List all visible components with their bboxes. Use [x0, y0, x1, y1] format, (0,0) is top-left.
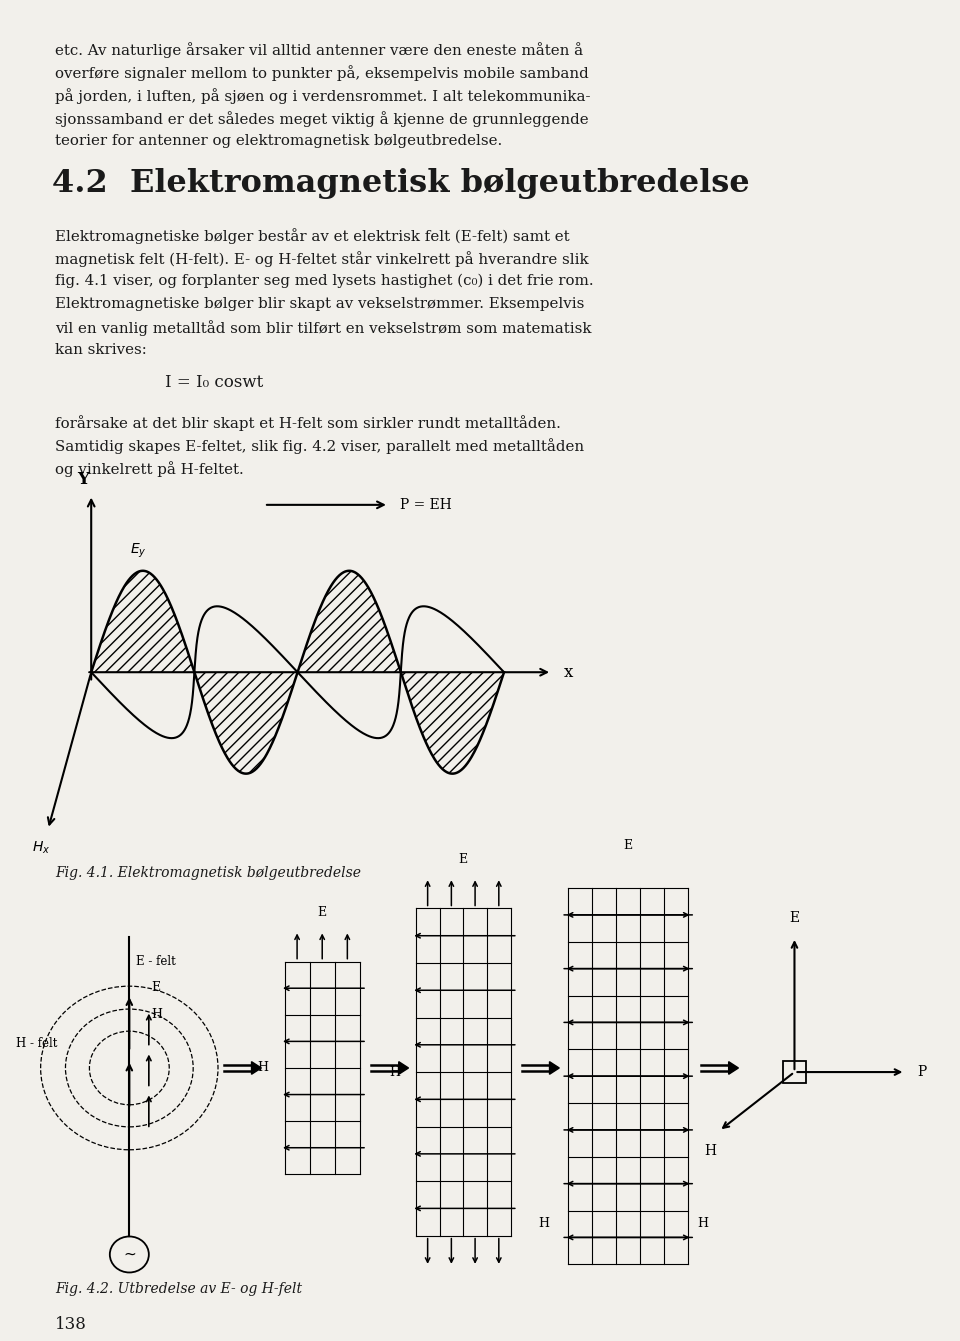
Text: på jorden, i luften, på sjøen og i verdensrommet. I alt telekommunika-: på jorden, i luften, på sjøen og i verde… [55, 89, 590, 103]
Text: Y: Y [78, 471, 89, 488]
Text: E: E [459, 853, 468, 866]
Text: H: H [257, 1062, 269, 1074]
Text: vil en vanlig metalltåd som blir tilført en vekselstrøm som matematisk: vil en vanlig metalltåd som blir tilført… [55, 320, 591, 335]
Text: og vinkelrett på H-feltet.: og vinkelrett på H-feltet. [55, 461, 244, 477]
Text: sjonssamband er det således meget viktig å kjenne de grunnleggende: sjonssamband er det således meget viktig… [55, 111, 588, 127]
Text: P: P [917, 1065, 926, 1080]
Text: overføre signaler mellom to punkter på, eksempelvis mobile samband: overføre signaler mellom to punkter på, … [55, 64, 588, 80]
Text: Samtidig skapes E-feltet, slik fig. 4.2 viser, parallelt med metalltåden: Samtidig skapes E-feltet, slik fig. 4.2 … [55, 439, 584, 453]
Text: E - felt: E - felt [136, 955, 177, 968]
Polygon shape [549, 1062, 560, 1074]
Text: etc. Av naturlige årsaker vil alltid antenner være den eneste måten å: etc. Av naturlige årsaker vil alltid ant… [55, 42, 583, 58]
Text: kan skrives:: kan skrives: [55, 343, 147, 357]
Text: Elektromagnetiske bølger blir skapt av vekselstrømmer. Eksempelvis: Elektromagnetiske bølger blir skapt av v… [55, 296, 585, 311]
Text: H: H [697, 1216, 708, 1230]
Text: I = I₀ coswt: I = I₀ coswt [165, 374, 263, 392]
Text: H: H [538, 1216, 549, 1230]
Text: E: E [624, 839, 633, 852]
Text: H: H [705, 1144, 716, 1159]
Text: magnetisk felt (H-felt). E- og H-feltet står vinkelrett på hverandre slik: magnetisk felt (H-felt). E- og H-feltet … [55, 251, 588, 267]
Text: $H_x$: $H_x$ [32, 839, 51, 856]
Text: H - felt: H - felt [15, 1037, 58, 1050]
Text: E: E [318, 907, 326, 919]
Text: H: H [152, 1008, 162, 1022]
Text: teorier for antenner og elektromagnetisk bølgeutbredelse.: teorier for antenner og elektromagnetisk… [55, 134, 502, 148]
Polygon shape [252, 1062, 261, 1074]
Text: Fig. 4.2. Utbredelse av E- og H-felt: Fig. 4.2. Utbredelse av E- og H-felt [55, 1282, 302, 1295]
Text: H: H [389, 1066, 399, 1078]
Text: $E_y$: $E_y$ [130, 542, 146, 559]
Text: Fig. 4.1. Elektromagnetisk bølgeutbredelse: Fig. 4.1. Elektromagnetisk bølgeutbredel… [55, 866, 361, 880]
Text: 4.2  Elektromagnetisk bølgeutbredelse: 4.2 Elektromagnetisk bølgeutbredelse [52, 168, 750, 198]
Text: ~: ~ [123, 1247, 135, 1262]
Polygon shape [729, 1062, 738, 1074]
Polygon shape [398, 1062, 409, 1074]
Text: forårsake at det blir skapt et H-felt som sirkler rundt metalltåden.: forårsake at det blir skapt et H-felt so… [55, 414, 561, 430]
Text: P = EH: P = EH [400, 498, 452, 512]
Text: E: E [789, 911, 800, 925]
Text: 138: 138 [55, 1316, 86, 1333]
Text: Elektromagnetiske bølger består av et elektrisk felt (E-felt) samt et: Elektromagnetiske bølger består av et el… [55, 228, 569, 244]
FancyBboxPatch shape [783, 1062, 806, 1082]
Text: fig. 4.1 viser, og forplanter seg med lysets hastighet (c₀) i det frie rom.: fig. 4.1 viser, og forplanter seg med ly… [55, 274, 593, 288]
Text: x: x [564, 664, 573, 681]
Text: E: E [152, 982, 160, 994]
